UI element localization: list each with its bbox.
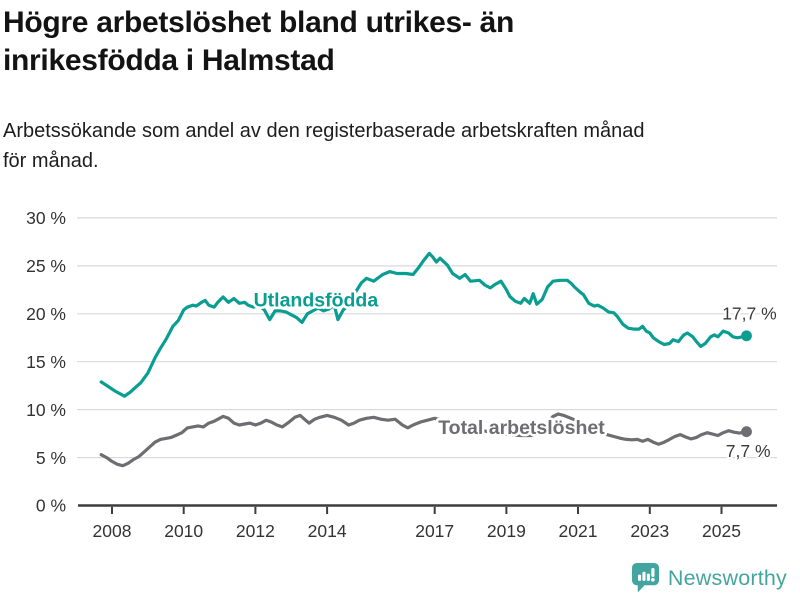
newsworthy-logo: Newsworthy (631, 562, 787, 594)
series-end-dot-utlandsfodda (741, 330, 752, 342)
series-line-total-arbetsloshet (99, 412, 749, 468)
newsworthy-icon (631, 563, 659, 593)
series-line-utlandsfodda (99, 251, 749, 398)
x-axis-tick-label: 2012 (236, 521, 275, 541)
end-value-label-utlandsfodda: 17,7 % (722, 304, 776, 324)
series-label-total-arbetsloshet: Total arbetslöshet (438, 417, 605, 439)
x-axis-tick-label: 2017 (415, 521, 454, 541)
chart-subtitle: Arbetssökande som andel av den registerb… (3, 120, 645, 172)
x-axis-tick-label: 2019 (487, 521, 526, 541)
y-axis-tick-label: 20 % (26, 304, 66, 324)
end-value-label-total-arbetsloshet: 7,7 % (726, 441, 771, 461)
x-axis-tick-label: 2008 (93, 521, 132, 541)
x-axis-tick-label: 2023 (630, 521, 669, 541)
y-axis-tick-label: 30 % (26, 208, 66, 228)
newsworthy-wordmark: Newsworthy (667, 565, 787, 590)
x-axis-tick-label: 2010 (164, 521, 203, 541)
x-axis-tick-label: 2021 (559, 521, 598, 541)
y-axis-tick-label: 25 % (26, 256, 66, 276)
x-axis-tick-label: 2025 (702, 521, 741, 541)
y-axis-tick-label: 15 % (26, 352, 66, 372)
y-axis-tick-label: 0 % (36, 496, 66, 516)
series-end-dot-total-arbetsloshet (741, 426, 752, 438)
page-title: Högre arbetslöshet bland utrikes- än inr… (3, 6, 514, 77)
series-label-utlandsfodda: Utlandsfödda (254, 290, 379, 312)
x-axis-tick-label: 2014 (308, 521, 347, 541)
y-axis-tick-label: 10 % (26, 400, 66, 420)
y-axis-tick-label: 5 % (36, 448, 66, 468)
